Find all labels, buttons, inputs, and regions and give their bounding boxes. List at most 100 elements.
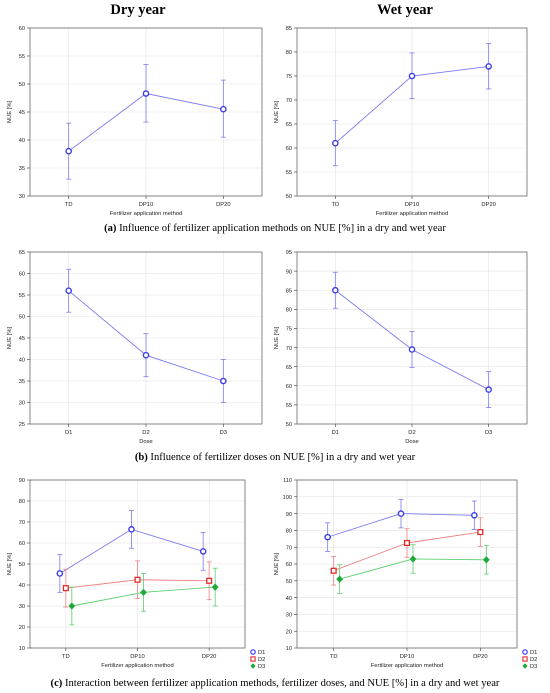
y-tick-label: 40 bbox=[19, 138, 25, 144]
data-point bbox=[324, 533, 331, 541]
legend-marker bbox=[250, 663, 256, 669]
data-point bbox=[471, 511, 478, 519]
y-axis-label: NUE [%] bbox=[7, 327, 13, 350]
x-tick-label: DP10 bbox=[139, 202, 154, 208]
x-axis-label: Dose bbox=[405, 439, 419, 445]
y-tick-label: 10 bbox=[19, 646, 25, 652]
data-point bbox=[65, 147, 72, 155]
data-point bbox=[408, 72, 416, 80]
plot-frame bbox=[296, 251, 528, 425]
x-tick-label: TD bbox=[331, 202, 339, 208]
caption-c: (c) Interaction between fertilizer appli… bbox=[50, 678, 500, 689]
y-tick-label: 30 bbox=[19, 604, 25, 610]
y-tick-label: 85 bbox=[286, 26, 292, 32]
x-axis-label: Fertilizer application method bbox=[110, 211, 183, 217]
y-axis-label: NUE [%] bbox=[7, 101, 13, 124]
data-point bbox=[485, 386, 492, 393]
chart-b-wet: 50 55 60 65 70 75 80 85 90 95 D1 D2 D3 Dose NUE [%] bbox=[274, 250, 528, 445]
data-point bbox=[220, 105, 227, 113]
y-tick-label: 30 bbox=[19, 401, 25, 407]
caption-b: (b) Influence of fertilizer doses on NUE… bbox=[134, 452, 416, 463]
x-tick-label: TD bbox=[330, 654, 338, 660]
y-tick-label: 50 bbox=[19, 315, 25, 321]
x-tick-label: DP20 bbox=[473, 654, 488, 660]
y-axis-label: NUE [%] bbox=[7, 553, 13, 576]
y-tick-label: 35 bbox=[19, 166, 25, 172]
chart-b-dry: 25 30 35 40 45 50 55 60 65 D1 D2 D3 Dose NUE [%] bbox=[7, 250, 263, 445]
y-tick-label: 55 bbox=[286, 403, 292, 409]
data-point bbox=[62, 585, 69, 592]
y-tick-label: 80 bbox=[286, 529, 292, 535]
data-point bbox=[220, 377, 227, 385]
data-point bbox=[65, 287, 72, 295]
y-tick-label: 30 bbox=[286, 613, 292, 619]
data-point bbox=[409, 555, 417, 563]
data-point bbox=[477, 529, 484, 536]
x-tick-label: TD bbox=[62, 654, 70, 660]
y-tick-label: 95 bbox=[286, 250, 292, 256]
y-tick-label: 10 bbox=[286, 646, 292, 652]
y-tick-label: 70 bbox=[286, 98, 292, 104]
plot-frame bbox=[29, 251, 263, 425]
wet-year-header: Wet year bbox=[377, 2, 433, 18]
y-tick-label: 70 bbox=[286, 545, 292, 551]
y-tick-label: 50 bbox=[19, 562, 25, 568]
x-tick-label: D1 bbox=[332, 430, 339, 436]
legend-marker bbox=[250, 656, 256, 662]
legend-label: D1 bbox=[530, 650, 537, 656]
y-tick-label: 20 bbox=[19, 625, 25, 631]
y-tick-label: 75 bbox=[286, 327, 292, 333]
y-tick-label: 50 bbox=[19, 82, 25, 88]
plot-frame bbox=[29, 479, 246, 649]
x-tick-label: TD bbox=[65, 202, 73, 208]
y-tick-label: 80 bbox=[19, 499, 25, 505]
y-tick-label: 25 bbox=[19, 422, 25, 428]
y-tick-label: 60 bbox=[19, 272, 25, 278]
legend-label: D2 bbox=[258, 657, 265, 663]
x-tick-label: D3 bbox=[485, 430, 492, 436]
legend-marker bbox=[522, 656, 528, 662]
x-axis-label: Fertilizer application method bbox=[371, 663, 444, 669]
data-point bbox=[206, 577, 213, 584]
x-axis-label: Fertilizer application method bbox=[101, 663, 174, 669]
y-axis-label: NUE [%] bbox=[274, 101, 280, 124]
data-point bbox=[68, 602, 76, 610]
data-point bbox=[397, 510, 405, 517]
data-point bbox=[482, 556, 490, 564]
data-point bbox=[211, 583, 219, 591]
y-axis-label: NUE [%] bbox=[274, 327, 280, 350]
y-tick-label: 30 bbox=[19, 194, 25, 200]
data-point bbox=[332, 139, 339, 147]
chart-c-dry: 10 20 30 40 50 60 70 80 90 TD DP10 DP20 Fertilizer a… bbox=[7, 478, 265, 670]
legend-marker bbox=[522, 649, 528, 655]
y-tick-label: 65 bbox=[19, 250, 25, 256]
y-tick-label: 75 bbox=[286, 74, 292, 80]
y-tick-label: 70 bbox=[19, 520, 25, 526]
x-tick-label: D2 bbox=[142, 430, 149, 436]
y-tick-label: 80 bbox=[286, 308, 292, 314]
y-tick-label: 40 bbox=[19, 583, 25, 589]
y-tick-label: 60 bbox=[19, 26, 25, 32]
data-point bbox=[332, 286, 339, 294]
x-tick-label: DP10 bbox=[405, 202, 420, 208]
y-tick-label: 55 bbox=[286, 170, 292, 176]
data-point bbox=[408, 346, 416, 353]
y-tick-label: 70 bbox=[286, 346, 292, 352]
y-axis-label: NUE [%] bbox=[274, 553, 280, 576]
y-tick-label: 65 bbox=[286, 122, 292, 128]
y-tick-label: 110 bbox=[283, 478, 292, 484]
x-tick-label: D3 bbox=[220, 430, 227, 436]
y-tick-label: 65 bbox=[286, 365, 292, 371]
x-tick-label: DP10 bbox=[130, 654, 145, 660]
y-tick-label: 60 bbox=[19, 541, 25, 547]
y-tick-label: 60 bbox=[286, 562, 292, 568]
y-tick-label: 85 bbox=[286, 288, 292, 294]
y-tick-label: 55 bbox=[19, 293, 25, 299]
chart-c-wet: 10 20 30 40 50 60 70 80 90 100 110 TD DP10 DP20 Fertil… bbox=[274, 478, 537, 670]
y-tick-label: 60 bbox=[286, 146, 292, 152]
data-point bbox=[128, 526, 135, 533]
legend-label: D2 bbox=[530, 657, 537, 663]
data-point bbox=[56, 570, 64, 577]
x-tick-label: DP20 bbox=[481, 202, 496, 208]
y-tick-label: 40 bbox=[19, 358, 25, 364]
